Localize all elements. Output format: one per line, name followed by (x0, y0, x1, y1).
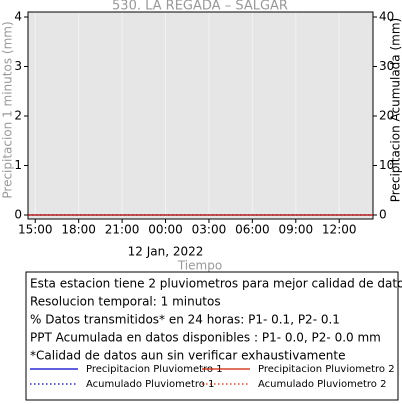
plot-frame (27, 11, 374, 220)
y-tick-label: 3 (14, 59, 22, 73)
legend-label: Precipitacion Pluviometro 2 (258, 364, 395, 375)
x-tick-label: 21:00 (105, 223, 140, 237)
chart-title: 530. LA REGADA – SALGAR (112, 0, 288, 14)
notes-box (25, 271, 399, 401)
x-tick-label: 06:00 (235, 223, 270, 237)
plot-area (28, 12, 373, 219)
y2-axis-label: Precipitacion Acumulada (mm) (389, 18, 402, 202)
legend-label: Acumulado Pluviometro 1 (86, 379, 214, 390)
legend-label: Precipitacion Pluviometro 1 (86, 364, 223, 375)
y2-tick-label: 0 (379, 208, 387, 222)
note-line: Resolucion temporal: 1 minutos (30, 295, 221, 309)
note-line: PPT Acumulada en datos disponibles : P1-… (30, 331, 381, 345)
x-tick-label: 00:00 (148, 223, 183, 237)
y2-tick-label: 30 (379, 59, 394, 73)
x-tick-label: 12:00 (322, 223, 357, 237)
y2-tick-label: 10 (379, 158, 394, 172)
date-label: 12 Jan, 2022 (128, 245, 204, 259)
y2-tick-label: 20 (379, 109, 394, 123)
legend-label: Acumulado Pluviometro 2 (258, 379, 386, 390)
x-tick-label: 09:00 (279, 223, 314, 237)
x-tick-label: 03:00 (192, 223, 227, 237)
y-tick-label: 2 (14, 109, 22, 123)
y-tick-label: 0 (14, 208, 22, 222)
x-tick-label: 15:00 (18, 223, 53, 237)
x-axis-label: Tiempo (177, 259, 222, 273)
x-tick-label: 18:00 (61, 223, 96, 237)
note-line: Esta estacion tiene 2 pluviometros para … (30, 277, 402, 291)
y2-tick-label: 40 (379, 10, 394, 24)
y-axis-label: Precipitacion 1 minutos (mm) (1, 21, 15, 198)
y-tick-label: 4 (14, 10, 22, 24)
note-line: % Datos transmitidos* en 24 horas: P1- 0… (30, 313, 340, 327)
note-line: *Calidad de datos aun sin verificar exha… (30, 349, 345, 363)
y-tick-label: 1 (14, 158, 22, 172)
